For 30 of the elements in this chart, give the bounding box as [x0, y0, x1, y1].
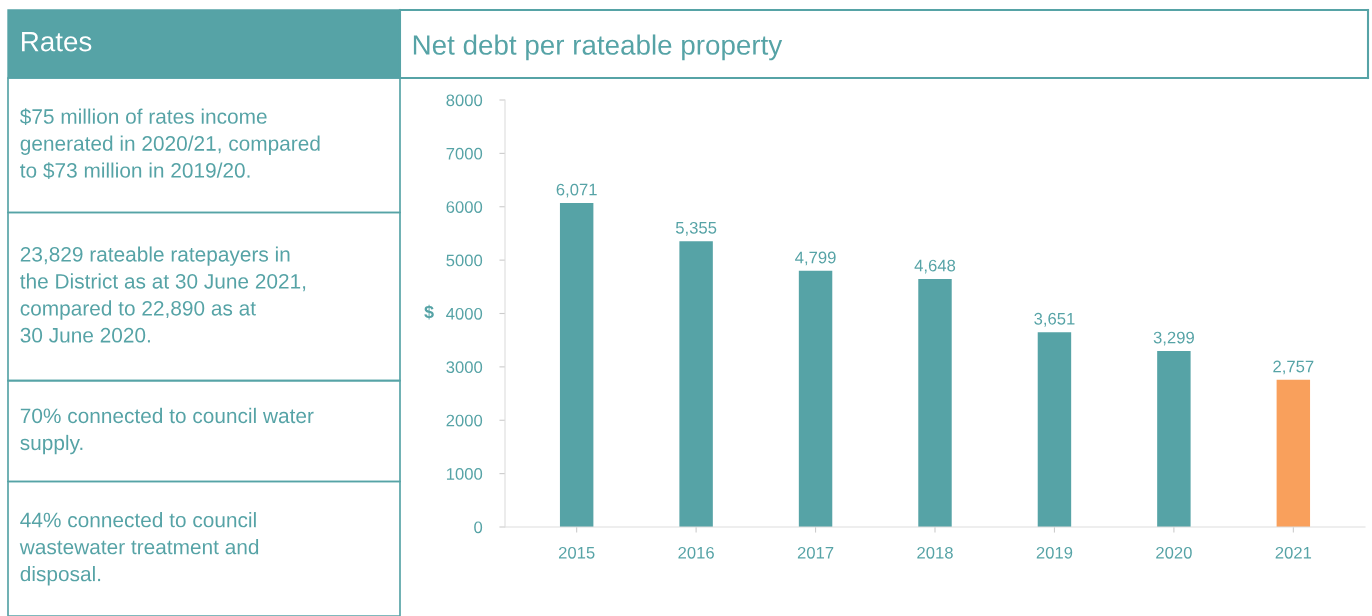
data-label: 2,757: [1273, 360, 1314, 375]
data-label: 4,648: [914, 259, 956, 274]
data-label: 4,799: [795, 251, 836, 266]
x-tick-label: 2019: [1036, 546, 1073, 559]
data-label: 6,071: [556, 183, 597, 198]
text: $75 million of rates income generated in 2020/21, compared to $73 million in 2019/20.: [19, 108, 320, 180]
x-tick-label: 2020: [1156, 546, 1192, 559]
text: 70% connected to council water supply.: [20, 407, 314, 455]
x-tick-label: 2018: [917, 546, 953, 559]
data-label: 3,651: [1034, 312, 1075, 327]
y-tick-label: 3000: [446, 361, 483, 374]
y-tick-label: 0: [474, 521, 483, 534]
x-tick-label: 2016: [678, 546, 714, 559]
x-tick-label: 2017: [797, 546, 834, 559]
data-label: 5,355: [675, 221, 717, 236]
x-tick-label: 2015: [558, 546, 595, 559]
y-tick-label: 2000: [446, 414, 483, 427]
y-tick-label: 8000: [446, 94, 483, 107]
y-axis-title: $: [424, 304, 434, 320]
text: 44% connected to council wastewater treatment and disposal.: [19, 512, 259, 586]
chart-title: Net debt per rateable property: [413, 34, 783, 61]
y-tick-label: 7000: [446, 147, 483, 160]
y-tick-label: 6000: [446, 201, 483, 213]
text: Rates: [22, 32, 92, 52]
y-tick-label: 5000: [446, 254, 483, 267]
text: 23,829 rateable ratepayers in the District as at 30 June 2021, compared to 22,890 as at 30 June 2020.: [20, 246, 306, 343]
y-tick-label: 1000: [446, 468, 483, 480]
data-label: 3,299: [1153, 331, 1194, 346]
x-tick-label: 2021: [1275, 546, 1312, 559]
y-tick-label: 4000: [446, 307, 483, 320]
